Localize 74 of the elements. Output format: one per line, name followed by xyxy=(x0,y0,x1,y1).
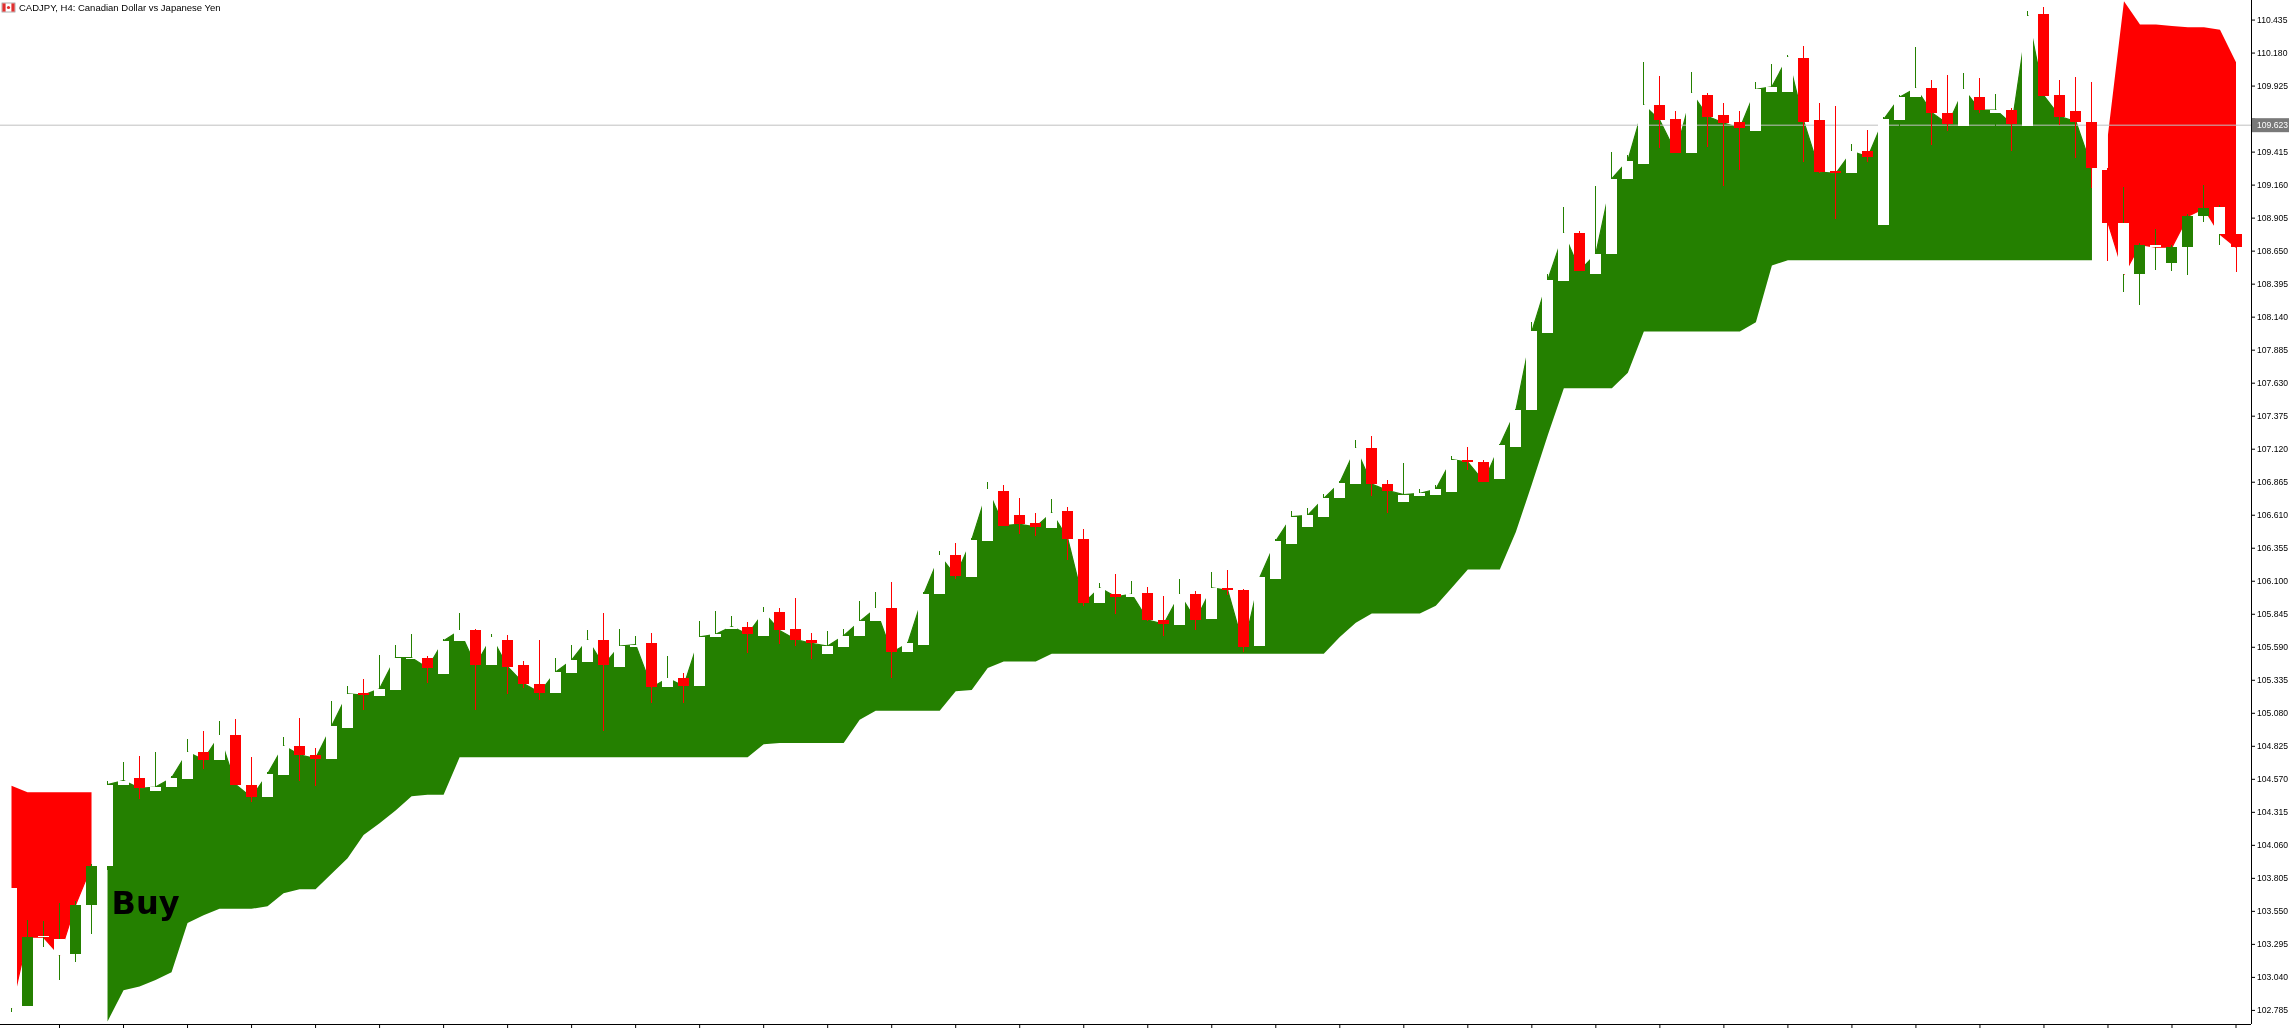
candlestick xyxy=(54,902,65,981)
y-tick-label: 108.650 xyxy=(2257,246,2289,257)
candlestick xyxy=(2150,228,2161,271)
candlestick xyxy=(1014,497,1025,535)
y-tick-label: 109.415 xyxy=(2257,147,2289,158)
y-tick-label: 110.180 xyxy=(2257,48,2288,59)
candlestick xyxy=(678,672,689,704)
y-tick-label: 103.040 xyxy=(2257,972,2289,983)
candlestick xyxy=(310,747,321,787)
candlestick xyxy=(534,639,545,701)
y-tick-label: 104.825 xyxy=(2257,741,2289,752)
candlestick xyxy=(358,678,369,711)
y-tick-label: 109.925 xyxy=(2257,81,2289,92)
candlestick xyxy=(294,717,305,782)
candlestick xyxy=(1830,105,1841,220)
candlestick xyxy=(422,655,433,684)
candlestick xyxy=(1974,77,1985,114)
y-tick-label: 105.590 xyxy=(2257,642,2289,653)
candlestick xyxy=(1702,92,1713,148)
ref-line-label: 109.623 xyxy=(2257,120,2289,131)
candlestick xyxy=(1382,479,1393,514)
candlestick xyxy=(1942,74,1953,132)
candlestick xyxy=(1654,75,1665,149)
annotation: Buy xyxy=(111,883,180,922)
candlestick xyxy=(1030,512,1041,537)
candlestick xyxy=(582,629,593,664)
candlestick xyxy=(198,730,209,770)
candlestick xyxy=(774,607,785,645)
y-tick-label: 107.885 xyxy=(2257,345,2289,356)
y-tick-label: 104.315 xyxy=(2257,807,2289,818)
candlestick xyxy=(790,597,801,647)
candlestick xyxy=(1222,569,1233,596)
y-tick-label: 106.865 xyxy=(2257,477,2289,488)
candlestick xyxy=(1110,573,1121,615)
candlestick xyxy=(2070,76,2081,159)
y-tick-label: 103.295 xyxy=(2257,939,2289,950)
y-tick-label: 110.435 xyxy=(2257,15,2288,26)
candlestick xyxy=(742,621,753,654)
y-tick-label: 105.845 xyxy=(2257,609,2289,620)
candlestick xyxy=(950,542,961,580)
y-tick-label: 105.080 xyxy=(2257,708,2289,719)
candlestick xyxy=(246,756,257,803)
candlestick xyxy=(1462,446,1473,471)
candlestick xyxy=(134,755,145,800)
candlestick xyxy=(1766,63,1777,95)
y-tick-label: 109.160 xyxy=(2257,180,2289,191)
candlestick xyxy=(614,628,625,669)
candlestick xyxy=(2198,184,2209,223)
y-tick-label: 102.785 xyxy=(2257,1005,2289,1016)
candlestick xyxy=(1718,102,1729,187)
candlestick xyxy=(1734,110,1745,171)
candlestick xyxy=(1158,595,1169,637)
y-tick-label: 103.550 xyxy=(2257,906,2289,917)
y-tick-label: 105.335 xyxy=(2257,675,2289,686)
y-tick-label: 107.375 xyxy=(2257,411,2289,422)
y-tick-label: 108.140 xyxy=(2257,312,2289,323)
y-tick-label: 106.100 xyxy=(2257,576,2289,587)
candlestick xyxy=(38,920,49,948)
candlestick xyxy=(2054,79,2065,126)
y-tick-label: 104.060 xyxy=(2257,840,2289,851)
y-tick-label: 107.630 xyxy=(2257,378,2289,389)
chart-title: CADJPY, H4: Canadian Dollar vs Japanese Yen xyxy=(19,2,221,13)
candlestick xyxy=(2006,107,2017,152)
y-tick-label: 106.610 xyxy=(2257,510,2289,521)
y-tick-label: 108.905 xyxy=(2257,213,2289,224)
y-tick-label: 103.805 xyxy=(2257,873,2289,884)
y-tick-label: 107.120 xyxy=(2257,444,2289,455)
candlestick xyxy=(518,660,529,689)
candlestick xyxy=(806,632,817,660)
candlestick xyxy=(2166,244,2177,272)
y-tick-label: 106.355 xyxy=(2257,543,2289,554)
candlestick xyxy=(1862,129,1873,163)
y-tick-label: 108.395 xyxy=(2257,279,2289,290)
y-tick-label: 104.570 xyxy=(2257,774,2289,785)
